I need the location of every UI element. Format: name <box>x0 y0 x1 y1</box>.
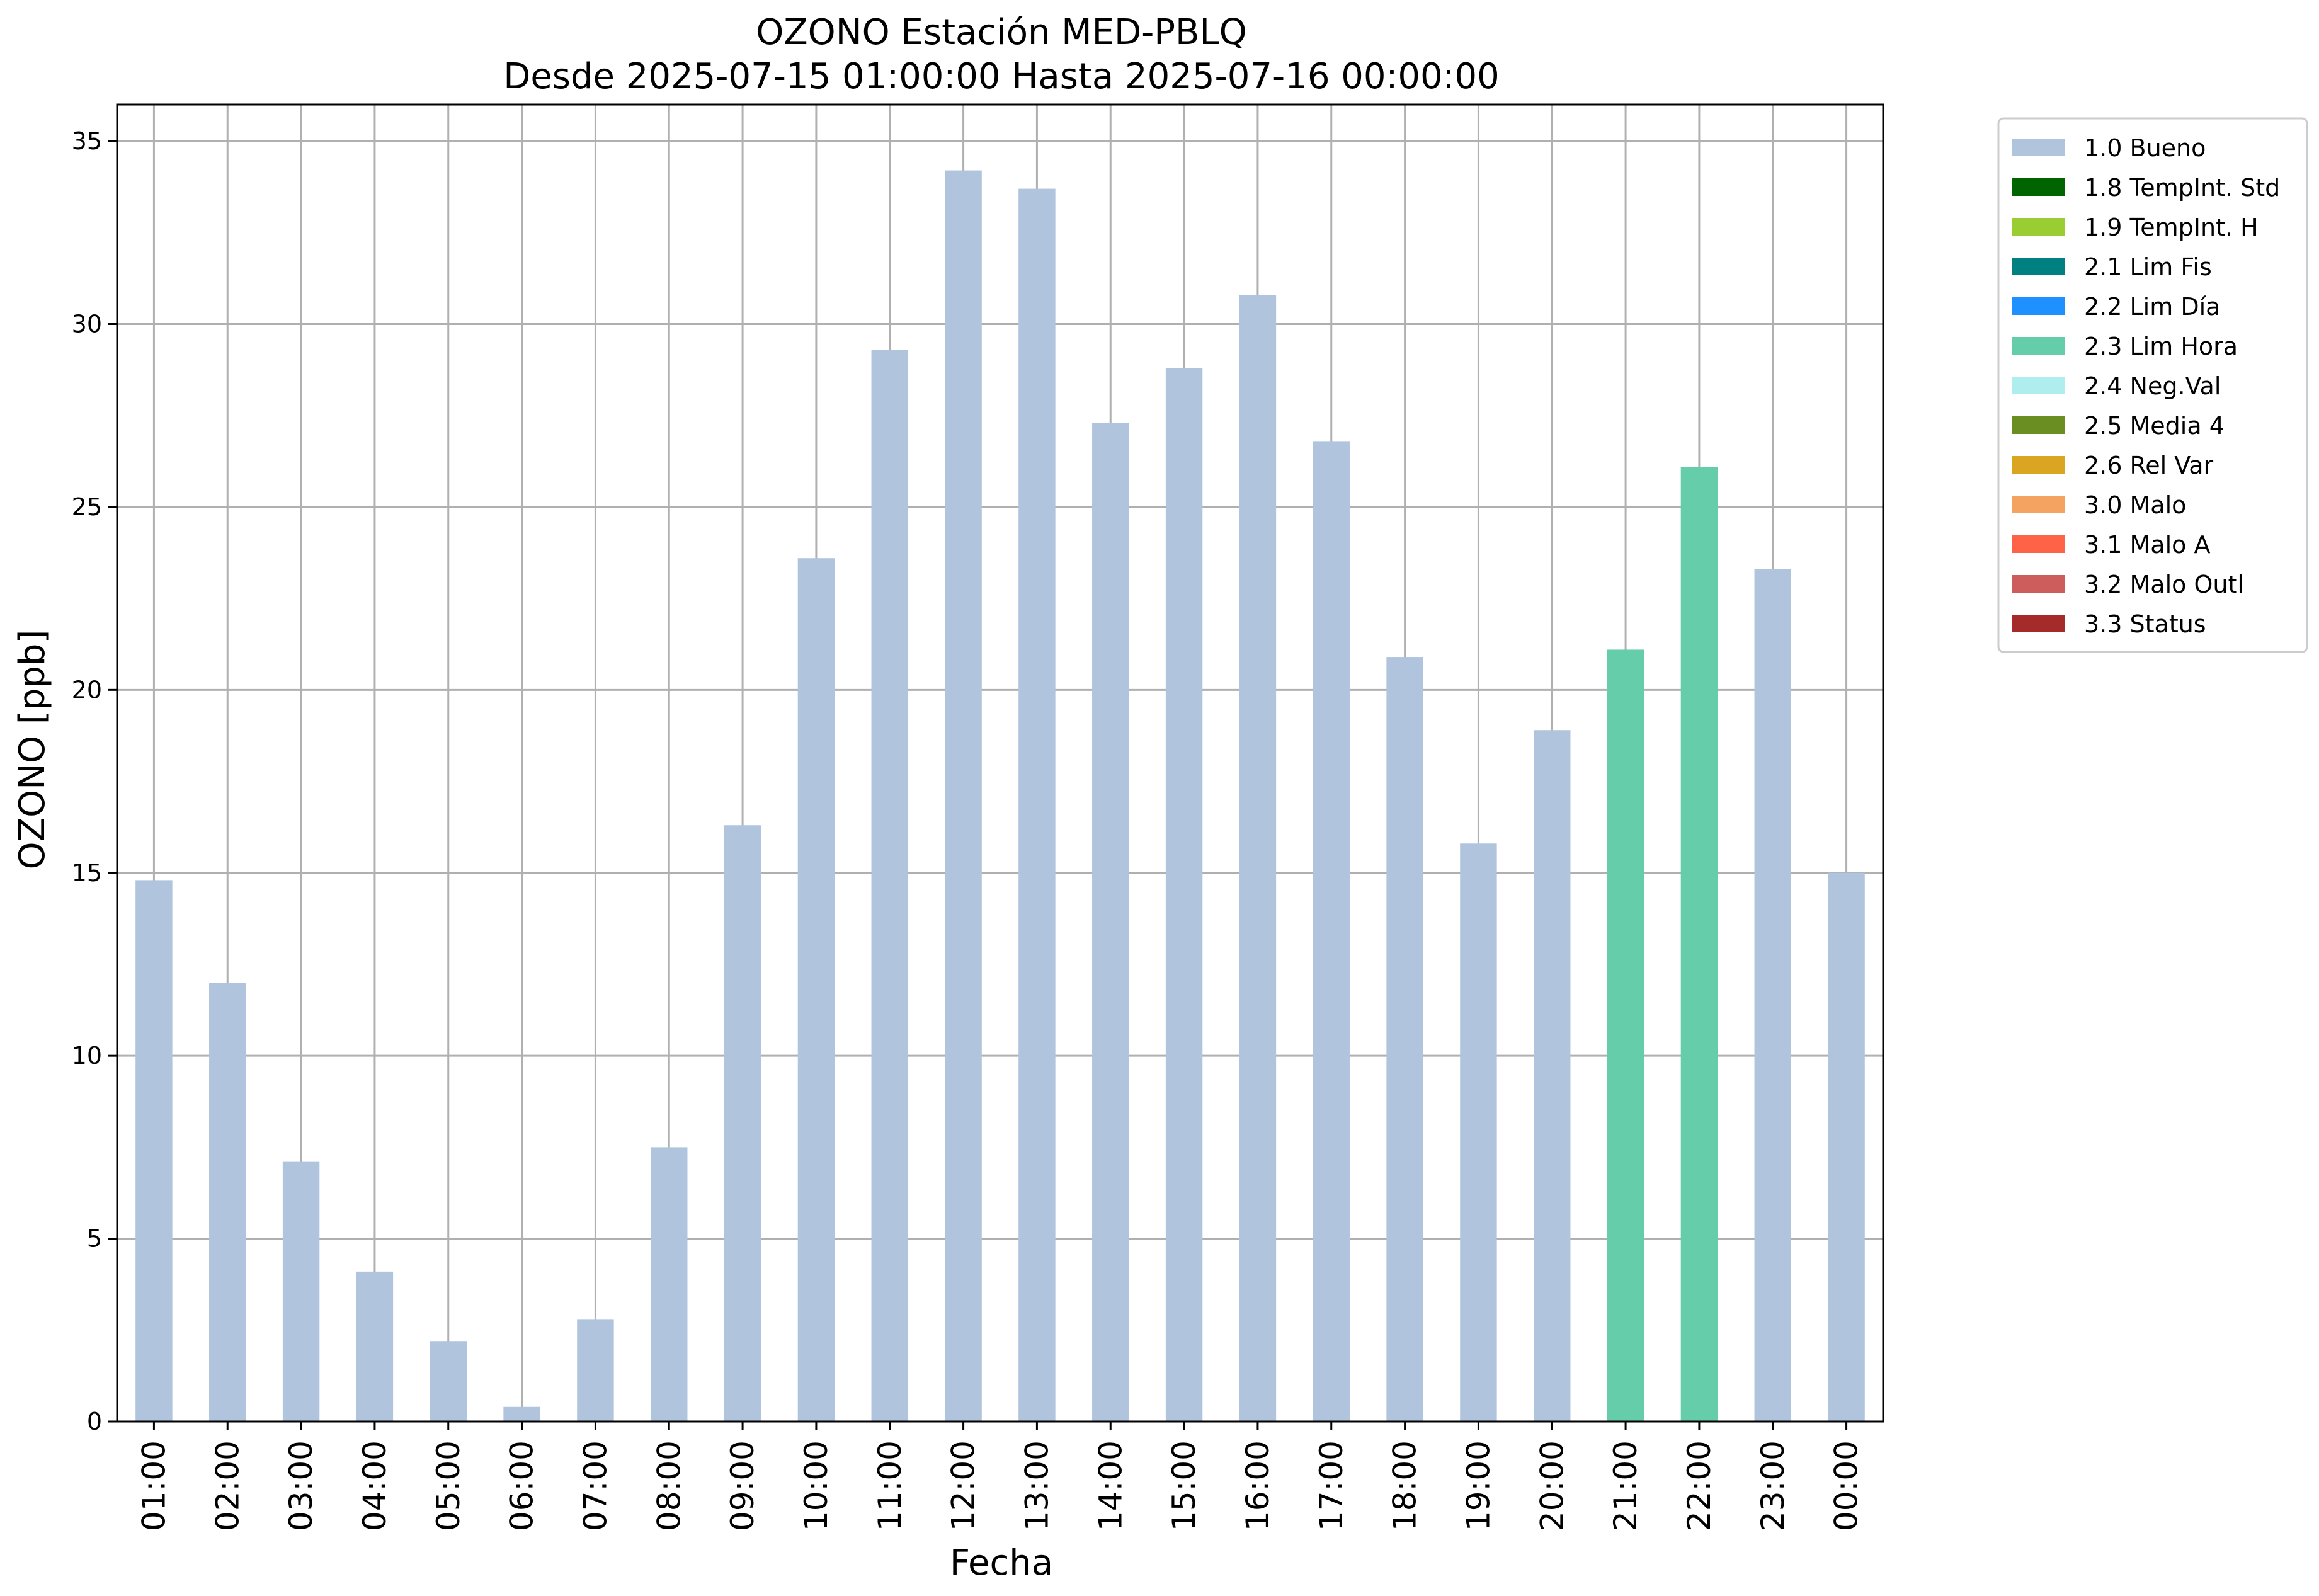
x-tick-label: 17:00 <box>1313 1440 1350 1531</box>
bars <box>135 170 1865 1422</box>
bar-0700 <box>577 1319 614 1422</box>
x-tick-label: 01:00 <box>135 1440 172 1531</box>
plot-frame <box>116 103 1884 1423</box>
x-tick-label: 13:00 <box>1018 1440 1055 1531</box>
legend-box <box>1997 117 2308 653</box>
x-tick-label: 07:00 <box>577 1440 613 1531</box>
legend-swatch <box>2012 178 2065 196</box>
legend-label: 2.3 Lim Hora <box>2084 333 2238 360</box>
legend-swatch <box>2012 535 2065 553</box>
bar-0900 <box>724 825 761 1422</box>
x-tick-label: 00:00 <box>1828 1440 1865 1531</box>
x-tick-label: 14:00 <box>1092 1440 1129 1531</box>
legend-swatch <box>2012 496 2065 513</box>
y-ticks: 0 5 10 15 20 25 30 35 <box>72 127 117 1435</box>
x-tick-label: 16:00 <box>1239 1440 1276 1531</box>
legend-swatch <box>2012 377 2065 394</box>
legend-label: 3.0 Malo <box>2084 491 2186 519</box>
x-tick-label: 12:00 <box>945 1440 982 1531</box>
x-tick-label: 20:00 <box>1534 1440 1570 1531</box>
x-tick-label: 22:00 <box>1681 1440 1718 1531</box>
y-axis-label: OZONO [ppb] <box>12 630 53 870</box>
y-tick-label: 20 <box>72 676 102 704</box>
chart-title: OZONO Estación MED-PBLQ <box>756 12 1247 53</box>
legend: 1.0 Bueno 1.8 TempInt. Std 1.9 TempInt. H 2… <box>1997 117 2308 653</box>
legend-swatch <box>2012 456 2065 474</box>
y-tick-label: 35 <box>72 127 102 155</box>
x-tick-label: 02:00 <box>209 1440 246 1531</box>
bar-1600 <box>1239 295 1277 1422</box>
legend-label: 2.4 Neg.Val <box>2084 372 2221 400</box>
x-axis-label: Fecha <box>950 1542 1053 1583</box>
legend-swatch <box>2012 416 2065 434</box>
y-tick-label: 15 <box>72 859 102 887</box>
x-tick-label: 08:00 <box>651 1440 687 1531</box>
x-tick-label: 04:00 <box>356 1440 393 1531</box>
bar-2100 <box>1607 649 1644 1422</box>
legend-label: 2.5 Media 4 <box>2084 412 2225 440</box>
chart-subtitle: Desde 2025-07-15 01:00:00 Hasta 2025-07-… <box>503 56 1500 97</box>
bar-2300 <box>1754 569 1791 1422</box>
legend-label: 2.2 Lim Día <box>2084 293 2220 321</box>
bar-2200 <box>1680 467 1718 1422</box>
legend-swatch <box>2012 139 2065 156</box>
x-ticks: 01:00 02:00 03:00 04:00 05:00 06:00 07:00 08:00… <box>135 1422 1865 1531</box>
legend-swatch <box>2012 575 2065 593</box>
bar-0100 <box>135 880 173 1422</box>
bar-1700 <box>1313 441 1350 1422</box>
bar-0600 <box>503 1406 540 1422</box>
x-tick-label: 05:00 <box>430 1440 467 1531</box>
legend-swatch <box>2012 615 2065 632</box>
legend-swatch <box>2012 297 2065 315</box>
x-tick-label: 03:00 <box>283 1440 319 1531</box>
y-tick-label: 25 <box>72 493 102 521</box>
legend-swatch <box>2012 258 2065 275</box>
x-tick-label: 11:00 <box>872 1440 908 1531</box>
x-tick-label: 18:00 <box>1387 1440 1423 1531</box>
bar-0300 <box>282 1161 320 1422</box>
x-tick-label: 15:00 <box>1166 1440 1202 1531</box>
legend-swatch <box>2012 218 2065 236</box>
x-tick-label: 06:00 <box>504 1440 540 1531</box>
bar-1200 <box>945 170 982 1422</box>
x-tick-label: 23:00 <box>1755 1440 1791 1531</box>
legend-label: 1.8 TempInt. Std <box>2084 174 2280 202</box>
x-tick-label: 09:00 <box>724 1440 761 1531</box>
bar-0000 <box>1828 872 1865 1422</box>
x-tick-label: 10:00 <box>798 1440 835 1531</box>
bar-0800 <box>651 1147 688 1422</box>
bar-0400 <box>356 1271 394 1422</box>
x-tick-label: 19:00 <box>1460 1440 1496 1531</box>
legend-label: 2.1 Lim Fis <box>2084 253 2212 281</box>
legend-label: 1.9 TempInt. H <box>2084 214 2259 241</box>
bar-0200 <box>209 983 246 1422</box>
y-tick-label: 30 <box>72 311 102 338</box>
bar-1000 <box>797 558 835 1422</box>
y-tick-label: 10 <box>72 1042 102 1069</box>
legend-label: 3.1 Malo A <box>2084 531 2210 559</box>
bar-0500 <box>430 1341 467 1422</box>
bar-1500 <box>1165 368 1203 1422</box>
bar-1400 <box>1092 423 1129 1422</box>
bar-1100 <box>871 350 908 1422</box>
bar-2000 <box>1534 730 1571 1422</box>
legend-label: 3.3 Status <box>2084 610 2206 638</box>
legend-swatch <box>2012 337 2065 355</box>
bar-1900 <box>1460 843 1497 1422</box>
y-tick-label: 5 <box>87 1225 102 1253</box>
legend-label: 1.0 Bueno <box>2084 134 2206 162</box>
legend-label: 2.6 Rel Var <box>2084 452 2214 479</box>
bar-1800 <box>1386 657 1423 1422</box>
x-tick-label: 21:00 <box>1607 1440 1644 1531</box>
bar-1300 <box>1018 188 1056 1422</box>
legend-label: 3.2 Malo Outl <box>2084 571 2244 598</box>
y-tick-label: 0 <box>87 1408 102 1435</box>
